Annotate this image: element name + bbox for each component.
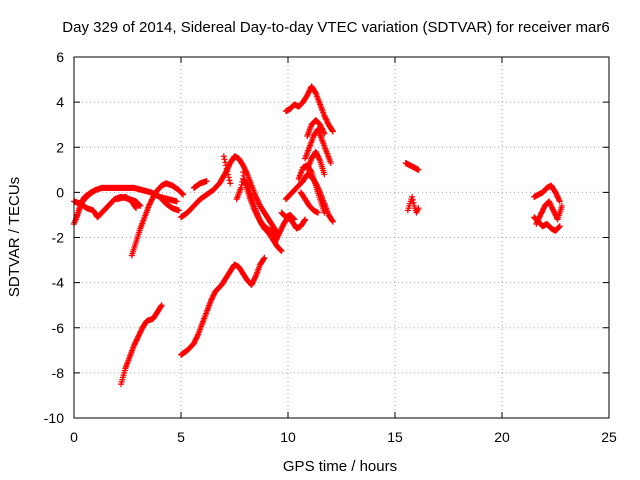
data-point (291, 216, 298, 223)
data-point (558, 202, 565, 209)
x-tick-label: 20 (494, 429, 510, 445)
chart-title: Day 329 of 2014, Sidereal Day-to-day VTE… (62, 19, 609, 36)
data-point (329, 218, 336, 225)
data-point (277, 247, 284, 254)
data-point (203, 178, 210, 185)
data-point (314, 209, 321, 216)
data-point (225, 174, 232, 181)
data-point (290, 215, 297, 222)
data-point (237, 184, 244, 191)
grid (74, 57, 609, 418)
data-point (225, 171, 232, 178)
data-point (260, 255, 267, 262)
data-point (409, 193, 416, 200)
data-point (180, 191, 187, 198)
data-point (179, 190, 186, 197)
data-point (158, 302, 165, 309)
data-point (227, 180, 234, 187)
y-tick-label: -6 (52, 320, 65, 336)
data-point (555, 224, 562, 231)
data-point (178, 190, 185, 197)
data-point (321, 209, 328, 216)
data-point (92, 187, 99, 194)
data-point (410, 199, 417, 206)
y-tick-label: 4 (56, 94, 64, 110)
data-point (290, 215, 297, 222)
data-point (136, 201, 143, 208)
data-point (327, 160, 334, 167)
y-tick-label: 0 (56, 184, 64, 200)
x-tick-label: 10 (280, 429, 296, 445)
y-tick-label: 2 (56, 139, 64, 155)
y-tick-label: 6 (56, 49, 64, 65)
data-point (226, 177, 233, 184)
data-point (241, 176, 248, 183)
data-point (307, 168, 314, 175)
data-point (133, 205, 140, 212)
data-point (222, 162, 229, 169)
axis-ticks: 0 5 10 15 20 25 -10 -8 -6 -4 -2 0 2 4 6 (44, 49, 617, 445)
data-point (222, 159, 229, 166)
data-point (175, 207, 182, 214)
y-tick-label: -8 (52, 365, 65, 381)
data-point (302, 216, 309, 223)
data-point (252, 274, 259, 281)
data-point (277, 246, 284, 253)
data-point (136, 202, 143, 209)
x-tick-label: 15 (387, 429, 403, 445)
data-point (221, 156, 228, 163)
data-points (71, 83, 565, 388)
data-point (158, 303, 165, 310)
data-point (240, 169, 247, 176)
y-tick-label: -10 (44, 410, 64, 426)
data-point (243, 170, 250, 177)
data-point (556, 223, 563, 230)
data-point (329, 217, 336, 224)
data-point (278, 248, 285, 255)
data-point (556, 198, 563, 205)
data-point (223, 165, 230, 172)
data-point (137, 202, 144, 209)
y-axis-label: SDTVAR / TECUs (6, 177, 23, 297)
data-point (321, 171, 328, 178)
y-tick-label: -4 (52, 275, 65, 291)
data-point (261, 254, 268, 261)
data-point (224, 168, 231, 175)
data-point (194, 332, 201, 339)
data-point (316, 156, 323, 163)
x-tick-label: 5 (177, 429, 185, 445)
x-tick-label: 0 (70, 429, 78, 445)
data-point (556, 223, 563, 230)
data-point (415, 166, 422, 173)
data-point (409, 196, 416, 203)
y-tick-label: -2 (52, 230, 65, 246)
data-point (240, 172, 247, 179)
data-point (329, 127, 336, 134)
data-point (415, 205, 422, 212)
x-tick-label: 25 (601, 429, 617, 445)
x-axis-label: GPS time / hours (283, 458, 397, 475)
data-point (556, 197, 563, 204)
data-point (220, 153, 227, 160)
data-point (132, 204, 139, 211)
data-point (301, 217, 308, 224)
data-point (329, 128, 336, 135)
data-point (173, 198, 180, 205)
